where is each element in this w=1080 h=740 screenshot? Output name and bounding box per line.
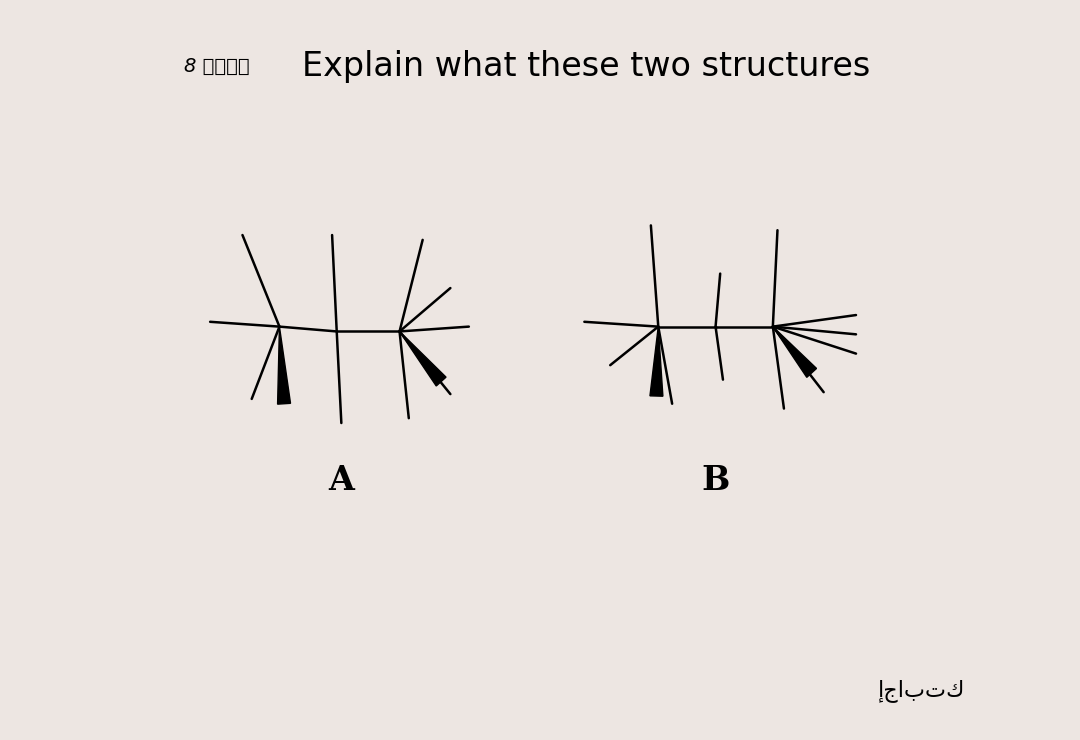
Text: A: A	[328, 465, 354, 497]
Polygon shape	[400, 332, 446, 386]
Text: إجابتك: إجابتك	[878, 679, 966, 702]
Text: 8 نقاط: 8 نقاط	[185, 57, 249, 75]
Polygon shape	[773, 326, 816, 377]
Polygon shape	[650, 326, 663, 396]
Polygon shape	[278, 326, 291, 404]
Text: Explain what these two structures: Explain what these two structures	[302, 50, 870, 83]
Text: B: B	[701, 465, 730, 497]
